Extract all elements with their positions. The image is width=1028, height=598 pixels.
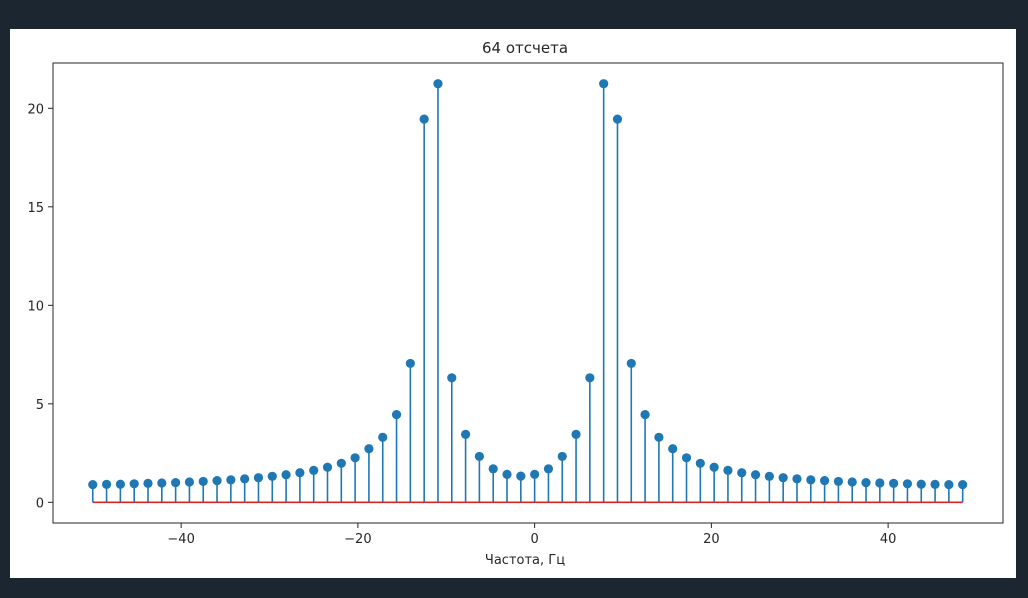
- stem-marker: [599, 79, 609, 89]
- stem-marker: [792, 474, 802, 484]
- stem-marker: [640, 410, 650, 420]
- stem-marker: [750, 470, 761, 480]
- y-tick-label: 5: [36, 398, 44, 413]
- stem-marker: [764, 471, 774, 481]
- stem-marker: [778, 473, 788, 483]
- stem-marker: [350, 453, 360, 463]
- stem-marker: [336, 458, 346, 468]
- stem-marker: [723, 465, 733, 476]
- stem-marker: [198, 476, 208, 487]
- marker-series: [88, 79, 968, 490]
- stem-marker: [668, 444, 678, 454]
- stem-marker: [447, 373, 457, 383]
- stem-marker: [115, 479, 125, 489]
- x-tick-label: −20: [344, 532, 371, 547]
- chart-figure: 64 отсчета −40 −20 0 20 40 0 5 10 15 20 Частота,…: [10, 29, 1016, 578]
- y-tick-label: 15: [27, 201, 44, 216]
- x-axis-label: Частота, Гц: [485, 553, 565, 568]
- stem-marker: [281, 470, 291, 480]
- stem-series: [91, 83, 964, 503]
- stem-marker: [309, 465, 319, 476]
- stem-marker: [101, 479, 112, 489]
- stem-marker: [737, 468, 747, 478]
- x-tick-label: 20: [703, 532, 720, 547]
- stem-marker: [474, 451, 484, 462]
- stem-marker: [889, 478, 899, 489]
- stem-marker: [295, 468, 305, 478]
- stem-marker: [571, 429, 581, 439]
- y-tick-label: 10: [27, 299, 44, 314]
- stem-marker: [695, 458, 705, 468]
- stem-marker: [88, 479, 98, 490]
- stem-marker: [212, 476, 222, 486]
- stem-marker: [502, 469, 512, 479]
- stem-marker: [833, 476, 844, 487]
- stem-marker: [543, 464, 554, 474]
- stem-marker: [364, 444, 374, 454]
- axes-frame: [52, 62, 1004, 524]
- stem-marker: [585, 373, 595, 383]
- stem-marker: [516, 471, 526, 481]
- x-axis-ticks: −40 −20 0 20 40: [167, 523, 896, 547]
- stem-marker: [806, 475, 816, 485]
- stem-marker: [902, 479, 913, 489]
- stem-marker: [530, 469, 540, 479]
- stem-marker: [847, 477, 857, 487]
- stem-marker: [143, 478, 153, 489]
- stem-marker: [226, 475, 236, 485]
- y-axis-ticks: 0 5 10 15 20: [27, 102, 53, 511]
- x-tick-label: 0: [530, 532, 538, 547]
- stem-marker: [557, 451, 567, 462]
- stem-marker: [253, 473, 264, 483]
- stem-marker: [488, 464, 498, 474]
- stem-marker: [405, 358, 415, 369]
- stem-marker: [267, 471, 277, 481]
- chart-title: 64 отсчета: [482, 39, 568, 57]
- stem-marker: [612, 114, 623, 124]
- stem-marker: [391, 410, 402, 420]
- stem-marker: [240, 474, 250, 484]
- x-tick-label: −40: [167, 532, 194, 547]
- stem-marker: [861, 478, 871, 488]
- stem-marker: [709, 462, 719, 472]
- stem-chart: 64 отсчета −40 −20 0 20 40 0 5 10 15 20 Частота,…: [27, 39, 1004, 568]
- stem-marker: [944, 479, 954, 490]
- y-tick-label: 20: [27, 102, 44, 117]
- stem-marker: [916, 479, 926, 489]
- stem-marker: [930, 479, 940, 489]
- stem-marker: [819, 476, 830, 486]
- stem-marker: [157, 478, 167, 488]
- stem-marker: [378, 432, 388, 442]
- stem-marker: [681, 453, 692, 463]
- stem-marker: [654, 432, 664, 442]
- stem-marker: [626, 358, 636, 369]
- stem-marker: [460, 429, 471, 439]
- stem-marker: [875, 478, 885, 488]
- stem-marker: [419, 114, 429, 124]
- stem-marker: [171, 478, 181, 488]
- y-tick-label: 0: [36, 496, 44, 511]
- stem-marker: [322, 462, 333, 472]
- stem-marker: [433, 79, 443, 89]
- x-tick-label: 40: [880, 532, 897, 547]
- stem-marker: [129, 479, 139, 489]
- stem-marker: [184, 477, 195, 487]
- stem-marker: [958, 479, 968, 490]
